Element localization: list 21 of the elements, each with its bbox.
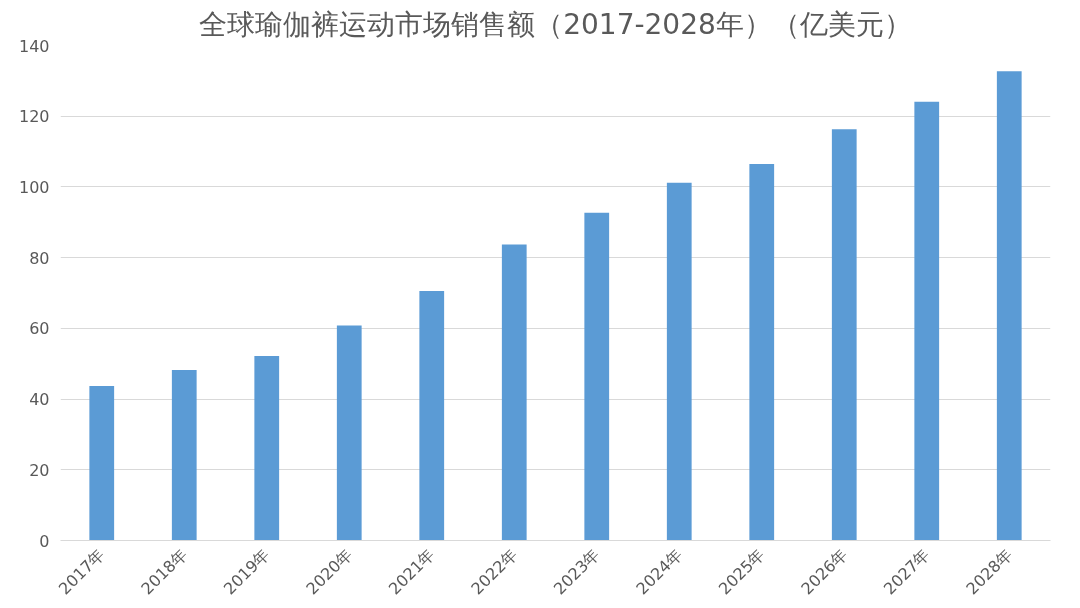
y-tick-label: 100 [18,177,50,197]
bar [666,182,692,541]
y-tick-label: 60 [29,319,50,339]
bar [831,129,857,541]
bar [419,290,445,541]
bar [749,163,775,541]
bar [501,244,527,541]
y-tick-label: 40 [29,390,50,410]
bar [914,101,940,541]
y-tick-label: 80 [29,248,50,268]
bar [996,71,1022,541]
y-tick-label: 20 [29,460,50,480]
bar [336,325,362,541]
bar [584,212,610,541]
bar [89,385,115,541]
bar [171,370,197,541]
y-tick-label: 120 [18,107,50,127]
chart-title: 全球瑜伽裤运动市场销售额（2017-2028年）（亿美元） [199,7,912,41]
bar [254,355,280,541]
y-tick-label: 140 [18,36,50,56]
y-tick-label: 0 [39,531,50,551]
